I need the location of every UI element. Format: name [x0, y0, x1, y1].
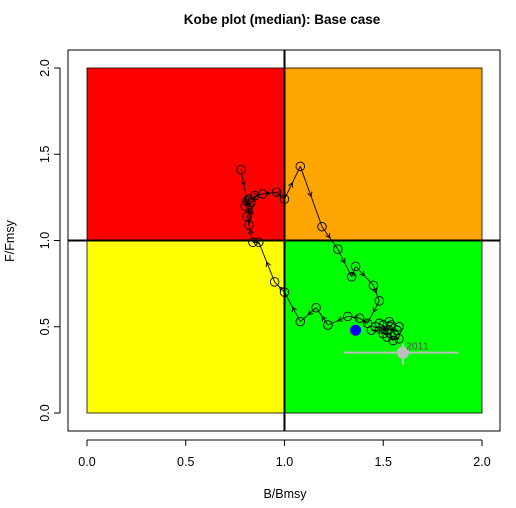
trajectory-arrow [265, 261, 271, 268]
plot-frame [67, 49, 501, 432]
plot-box [67, 49, 501, 432]
trajectory-point [244, 220, 254, 230]
y-tick-label: 0.5 [38, 318, 52, 335]
trajectory-arrow [291, 306, 297, 312]
terminal-point [397, 346, 409, 359]
trajectory-point [354, 313, 365, 323]
trajectory-arrow [349, 270, 355, 277]
terminal-year-label: 2011 [406, 341, 429, 353]
trajectory-point [342, 311, 353, 322]
x-tick-label: 2.0 [473, 455, 490, 469]
trajectory-point [269, 277, 280, 287]
trajectory-point [236, 165, 246, 175]
y-tick-label: 1.5 [38, 146, 52, 163]
trajectory-arrow [321, 315, 327, 322]
trajectory-point [333, 244, 343, 254]
trajectory-arrow [336, 316, 343, 322]
trajectory-point [388, 335, 398, 346]
trajectory-point [394, 322, 404, 332]
trajectory-point [317, 221, 327, 232]
x-tick-label: 0.0 [78, 455, 95, 469]
trajectory-point [378, 328, 389, 339]
y-tick-label: 2.0 [38, 59, 52, 76]
trajectory-arrow [372, 288, 378, 294]
trajectory-point [295, 161, 306, 172]
trajectory-point [311, 303, 321, 313]
trajectory-point [246, 197, 256, 208]
axes-layer: 0.0 0.5 1.0 1.5 2.0 0.0 0.5 1.0 1.5 2.0 [38, 59, 491, 469]
trajectory-point [323, 320, 333, 330]
y-tick-label: 0.0 [38, 404, 52, 421]
trajectory-point [394, 334, 404, 344]
trajectory-arrow [372, 307, 378, 313]
trajectory-point [295, 316, 306, 327]
quadrant-layer [86, 67, 483, 414]
trajectory-arrow [275, 190, 282, 197]
quadrant-1 [284, 67, 483, 241]
trajectory-point [254, 237, 264, 247]
trajectory-arrow [325, 232, 331, 239]
trajectory-arrow [359, 270, 366, 277]
trajectory-layer [236, 161, 404, 346]
trajectory-arrow [240, 180, 246, 187]
trajectory-point [258, 189, 268, 199]
trajectory-point [271, 187, 282, 197]
highlight-point [350, 324, 362, 336]
chart-title: Kobe plot (median): Base case [184, 12, 381, 27]
trajectory-point [242, 211, 252, 222]
x-tick-label: 1.5 [375, 455, 392, 469]
x-tick-label: 0.5 [177, 455, 194, 469]
x-tick-label: 1.0 [276, 455, 293, 469]
trajectory-point [350, 261, 361, 272]
trajectory-point [248, 237, 258, 247]
y-tick-label: 1.0 [38, 232, 52, 249]
trajectory-arrow [307, 309, 314, 316]
trajectory-point [366, 325, 377, 335]
trajectory-arrow [352, 315, 359, 321]
quadrant-2 [86, 240, 285, 414]
trajectory-arrow [288, 181, 294, 188]
trajectory-arrow [307, 191, 313, 198]
trajectory-segment [382, 321, 390, 334]
trajectory-point [368, 280, 379, 291]
trajectory-point [384, 316, 394, 327]
trajectory-point [346, 271, 357, 282]
x-axis-title: B/Bmsy [263, 487, 307, 501]
terminal-estimate-layer: 2011 [343, 341, 459, 365]
trajectory-arrow [340, 257, 346, 264]
y-axis-title: F/Fmsy [3, 219, 17, 261]
trajectory-point [374, 296, 385, 306]
quadrant-0 [86, 67, 285, 241]
